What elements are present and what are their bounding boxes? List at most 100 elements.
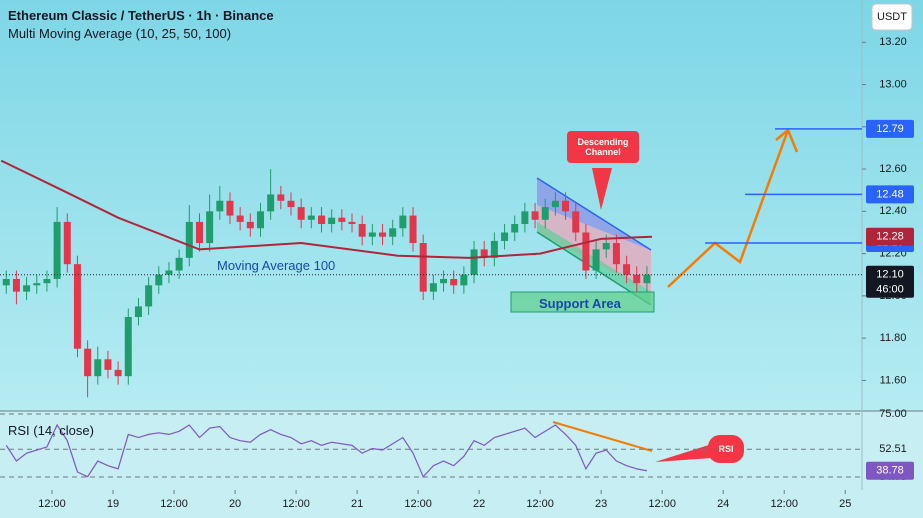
candle-body xyxy=(643,274,651,284)
candle-body xyxy=(562,200,570,212)
level-label: 12.79 xyxy=(876,123,904,135)
projection-path xyxy=(667,129,790,288)
candle-body xyxy=(73,264,81,349)
candle-body xyxy=(155,274,163,286)
currency: USDT xyxy=(877,11,907,23)
channel-callout: Descending Channel xyxy=(567,131,639,163)
candle-body xyxy=(440,278,448,284)
candle-body xyxy=(470,249,478,275)
price-pane xyxy=(0,0,923,411)
candle-body xyxy=(256,211,264,229)
candle-body xyxy=(2,278,10,286)
callout-pointer xyxy=(655,444,712,462)
indicator-title: Multi Moving Average (10, 25, 50, 100) xyxy=(8,26,232,41)
rsi-title: RSI (14, close) xyxy=(8,423,94,438)
candle-body xyxy=(175,257,183,271)
rsi-badge xyxy=(866,461,914,480)
candle-body xyxy=(531,211,539,220)
support-area xyxy=(510,291,655,313)
rsi-line xyxy=(5,423,648,478)
candle-body xyxy=(53,221,61,279)
candle-body xyxy=(368,232,376,237)
price-badge xyxy=(866,265,914,298)
rsi-pane xyxy=(0,411,923,518)
candle-body xyxy=(399,215,407,229)
countdown: 46:00 xyxy=(876,284,904,296)
candle-body xyxy=(358,224,366,237)
candle-body xyxy=(43,278,51,284)
candle-body xyxy=(318,215,326,225)
x-tick-label: 25 xyxy=(839,498,851,510)
x-tick-label: 12:00 xyxy=(404,498,432,510)
candle-body xyxy=(511,224,519,233)
candle-body xyxy=(216,200,224,212)
candle-body xyxy=(114,369,122,377)
rsi-trendline xyxy=(552,421,653,452)
y-tick-label: 11.60 xyxy=(880,374,907,386)
candle-body xyxy=(94,359,102,377)
moving-average xyxy=(0,159,653,259)
rsi-tick-label: 75.00 xyxy=(879,408,907,420)
candle-body xyxy=(226,200,234,216)
candle-body xyxy=(145,285,153,307)
x-tick-label: 24 xyxy=(717,498,729,510)
candle-body xyxy=(551,200,559,208)
candle-body xyxy=(379,232,387,237)
x-tick-label: 12:00 xyxy=(282,498,310,510)
candle-body xyxy=(612,243,620,265)
level-badge xyxy=(866,119,914,138)
currency-box[interactable] xyxy=(871,3,913,31)
y-tick-label: 11.80 xyxy=(880,332,907,344)
candle-body xyxy=(165,270,173,275)
rsi-callout: RSI xyxy=(708,435,744,463)
candle-body xyxy=(104,359,112,370)
candle-body xyxy=(602,243,610,250)
candle-body xyxy=(409,215,417,244)
candle-body xyxy=(236,215,244,222)
y-tick-label: 13.00 xyxy=(879,78,907,90)
x-tick-label: 12:00 xyxy=(648,498,676,510)
support-label: Support Area xyxy=(539,296,621,311)
x-tick-label: 23 xyxy=(595,498,607,510)
candle-body xyxy=(521,211,529,225)
x-tick-label: 20 xyxy=(229,498,241,510)
x-tick-label: 22 xyxy=(473,498,485,510)
rsi-value: 38.78 xyxy=(876,465,904,477)
projection-arrow xyxy=(775,127,799,153)
ma-value: 12.28 xyxy=(876,231,904,243)
x-tick-label: 21 xyxy=(351,498,363,510)
candle-body xyxy=(185,221,193,258)
candle-body xyxy=(195,221,203,244)
candle-body xyxy=(633,274,641,284)
candle-body xyxy=(419,243,427,292)
candle-body xyxy=(328,217,336,225)
x-tick-label: 12:00 xyxy=(160,498,188,510)
x-tick-label: 12:00 xyxy=(770,498,798,510)
candle-body xyxy=(206,211,214,244)
candle-body xyxy=(267,194,275,212)
candle-body xyxy=(541,207,549,220)
chart-title: Ethereum Classic / TetherUS · 1h · Binan… xyxy=(8,8,274,23)
candle-body xyxy=(490,240,498,258)
candle-body xyxy=(12,278,20,292)
candle-body xyxy=(277,194,285,201)
candle-body xyxy=(23,285,31,292)
ma-badge xyxy=(866,227,914,246)
current-price: 12.10 xyxy=(876,269,904,281)
candle-body xyxy=(297,207,305,220)
x-tick-label: 19 xyxy=(107,498,119,510)
candle-body xyxy=(33,283,41,286)
candle-body xyxy=(124,317,132,377)
candle-body xyxy=(338,217,346,222)
candle-body xyxy=(429,283,437,292)
candle-body xyxy=(307,215,315,220)
rsi-tick-label: 52.51 xyxy=(879,443,907,455)
candle-body xyxy=(287,200,295,208)
candle-body xyxy=(450,278,458,286)
y-tick-label: 12.60 xyxy=(879,163,907,175)
candle-body xyxy=(348,221,356,225)
candle-body xyxy=(246,221,254,229)
candle-body xyxy=(84,348,92,377)
